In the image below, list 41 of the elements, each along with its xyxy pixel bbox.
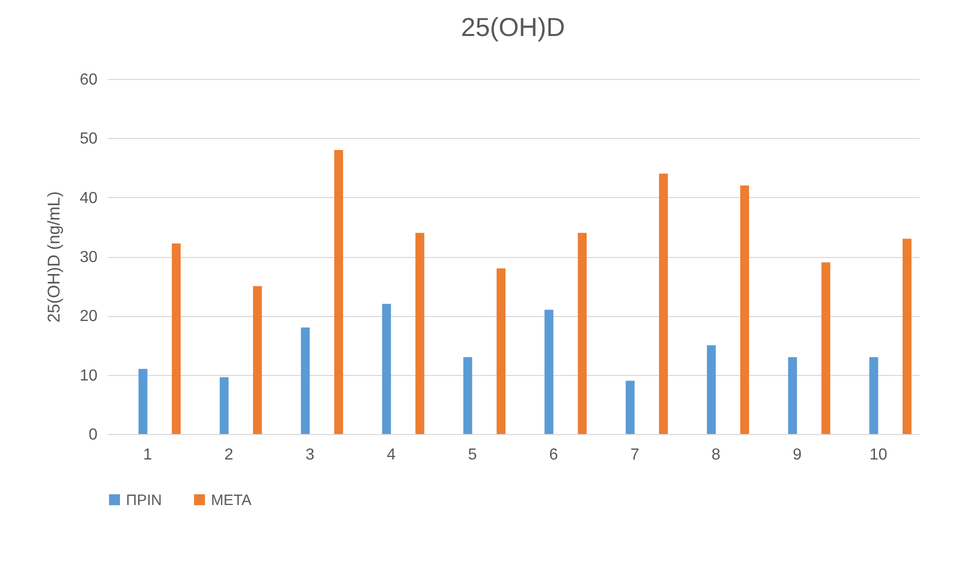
bar — [138, 368, 148, 434]
bar — [334, 150, 344, 434]
bar — [740, 186, 750, 434]
x-tick-label: 2 — [224, 446, 234, 464]
x-tick-label: 1 — [143, 446, 152, 464]
y-tick-label: 30 — [80, 249, 98, 266]
y-tick-label: 0 — [88, 426, 98, 444]
x-tick-label: 7 — [630, 446, 640, 464]
x-tick-label: 10 — [870, 446, 888, 464]
x-tick-label: 4 — [386, 446, 396, 464]
legend-label: ΜΕΤΑ — [211, 492, 252, 509]
bar — [220, 377, 229, 434]
bar — [578, 232, 587, 434]
bar — [172, 243, 181, 434]
bar — [496, 268, 506, 434]
y-tick-label: 60 — [80, 72, 98, 88]
bar — [382, 304, 391, 434]
x-tick-label: 8 — [712, 446, 721, 464]
legend-label: ΠΡΙΝ — [126, 492, 162, 509]
y-tick-label: 50 — [80, 130, 98, 148]
bar — [788, 357, 797, 434]
bar — [821, 262, 830, 434]
x-tick-label: 6 — [549, 446, 558, 464]
bar — [659, 174, 668, 434]
x-tick-label: 5 — [468, 446, 477, 464]
bar — [300, 328, 310, 434]
bar — [415, 232, 424, 434]
y-tick-label: 40 — [80, 190, 98, 207]
bar — [253, 286, 262, 434]
y-axis-title: 25(OH)D (ng/mL) — [44, 191, 64, 323]
bar — [544, 310, 554, 434]
bar — [902, 238, 912, 434]
x-tick-label: 3 — [306, 446, 315, 464]
y-tick-label: 20 — [80, 308, 98, 326]
y-tick-label: 10 — [80, 367, 98, 384]
bar — [463, 357, 472, 434]
bar — [626, 380, 635, 434]
x-tick-label: 9 — [792, 446, 802, 464]
bar — [706, 345, 716, 434]
chart-title: 25(OH)D — [460, 12, 566, 42]
bar — [869, 357, 878, 434]
